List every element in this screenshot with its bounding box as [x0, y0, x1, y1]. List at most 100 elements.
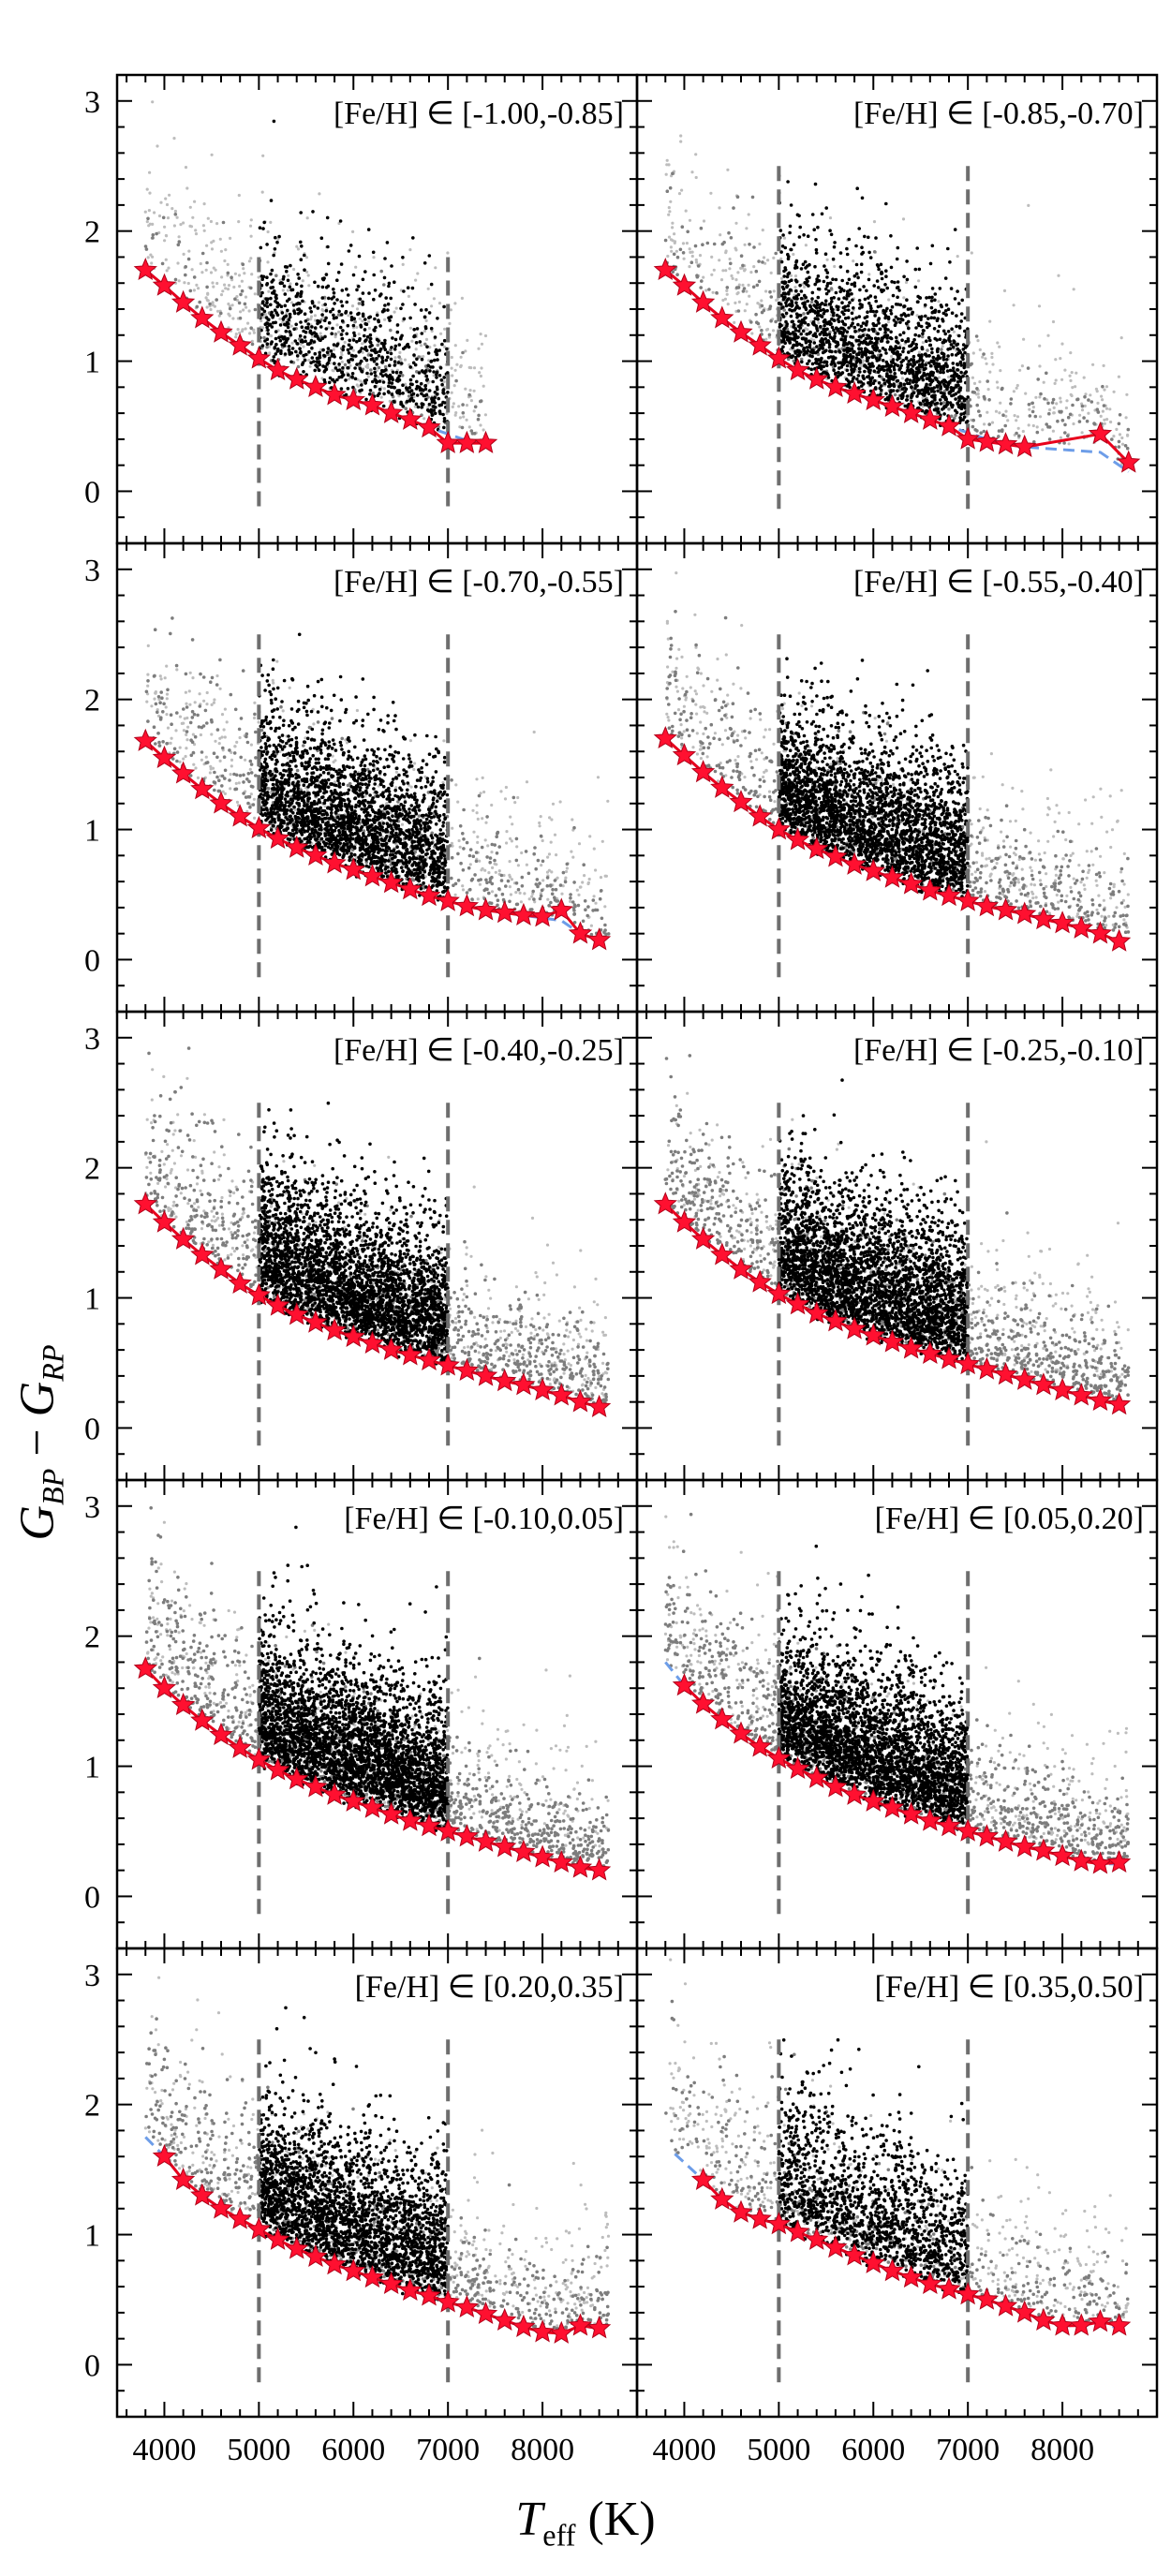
- black-point: [270, 268, 274, 273]
- light-point: [296, 358, 300, 362]
- light-point: [592, 895, 596, 898]
- gray-point: [460, 425, 465, 430]
- light-point: [248, 224, 253, 228]
- light-point: [680, 188, 684, 192]
- black-point: [784, 311, 789, 316]
- black-point: [300, 244, 304, 248]
- black-point: [429, 359, 434, 363]
- light-point: [350, 304, 355, 308]
- black-point: [958, 360, 963, 364]
- light-point: [224, 287, 228, 290]
- light-point: [1057, 274, 1060, 277]
- light-point: [168, 193, 171, 197]
- black-point: [867, 296, 870, 300]
- light-point: [379, 395, 383, 399]
- black-point: [826, 355, 831, 360]
- light-point: [476, 897, 480, 901]
- light-point: [571, 818, 574, 822]
- black-point: [912, 358, 916, 363]
- star-marker: [766, 346, 792, 369]
- black-point: [956, 380, 960, 384]
- black-point: [291, 303, 296, 307]
- gray-point: [741, 289, 746, 293]
- black-point: [959, 319, 963, 323]
- black-point: [898, 320, 902, 324]
- black-point: [820, 356, 823, 361]
- black-point: [924, 363, 927, 367]
- black-point: [907, 350, 911, 354]
- light-point: [237, 220, 241, 224]
- light-point: [828, 216, 833, 220]
- black-point: [883, 316, 887, 320]
- gray-point: [302, 744, 305, 748]
- black-point: [851, 298, 854, 303]
- light-point: [164, 233, 168, 238]
- light-point: [674, 249, 679, 253]
- light-point: [145, 700, 149, 703]
- light-point: [1059, 436, 1062, 439]
- black-point: [426, 351, 431, 355]
- black-point: [938, 398, 942, 402]
- gray-point: [240, 289, 245, 293]
- light-point: [490, 803, 494, 807]
- gray-point: [1060, 409, 1063, 414]
- gray-point: [563, 880, 568, 884]
- black-point: [937, 380, 941, 385]
- black-point: [966, 395, 970, 399]
- gray-point: [467, 853, 472, 858]
- black-point: [411, 236, 415, 240]
- black-point: [340, 303, 345, 308]
- black-point: [312, 340, 317, 344]
- black-point: [316, 306, 320, 310]
- black-point: [806, 270, 810, 274]
- black-point: [264, 297, 268, 301]
- gray-point: [593, 908, 598, 912]
- gray-point: [947, 407, 951, 411]
- black-point: [899, 363, 903, 368]
- black-point: [848, 348, 852, 353]
- black-point: [384, 373, 388, 377]
- black-point: [941, 318, 944, 321]
- black-point: [326, 244, 330, 249]
- black-point: [324, 327, 329, 331]
- black-point: [354, 354, 358, 358]
- light-point: [1065, 399, 1069, 403]
- black-point: [852, 367, 856, 371]
- gray-point: [755, 320, 759, 325]
- light-point: [490, 851, 494, 854]
- light-point: [483, 838, 487, 842]
- black-point: [799, 267, 804, 271]
- light-point: [195, 283, 199, 287]
- black-point: [323, 303, 328, 306]
- light-point: [286, 289, 289, 292]
- light-point: [718, 206, 721, 210]
- light-point: [690, 170, 694, 174]
- gray-point: [898, 388, 902, 392]
- light-point: [793, 274, 798, 278]
- light-point: [266, 229, 270, 234]
- light-point: [457, 838, 461, 843]
- light-point: [499, 790, 503, 793]
- gray-point: [799, 357, 804, 362]
- light-point: [541, 879, 545, 882]
- black-point: [833, 318, 837, 322]
- light-point: [224, 248, 228, 252]
- light-point: [199, 733, 202, 737]
- light-point: [172, 137, 176, 141]
- black-point: [816, 358, 821, 363]
- light-point: [442, 739, 446, 743]
- gray-point: [154, 702, 158, 706]
- light-point: [332, 348, 335, 351]
- gray-point: [997, 429, 1001, 433]
- light-point: [165, 692, 170, 696]
- black-point: [382, 308, 386, 313]
- light-point: [508, 885, 512, 889]
- light-point: [424, 318, 428, 322]
- black-point: [946, 330, 951, 333]
- gray-point: [1046, 401, 1050, 406]
- black-point: [347, 359, 350, 363]
- black-point: [895, 257, 899, 261]
- black-point: [837, 331, 842, 335]
- black-point: [862, 377, 866, 381]
- black-point: [957, 333, 961, 338]
